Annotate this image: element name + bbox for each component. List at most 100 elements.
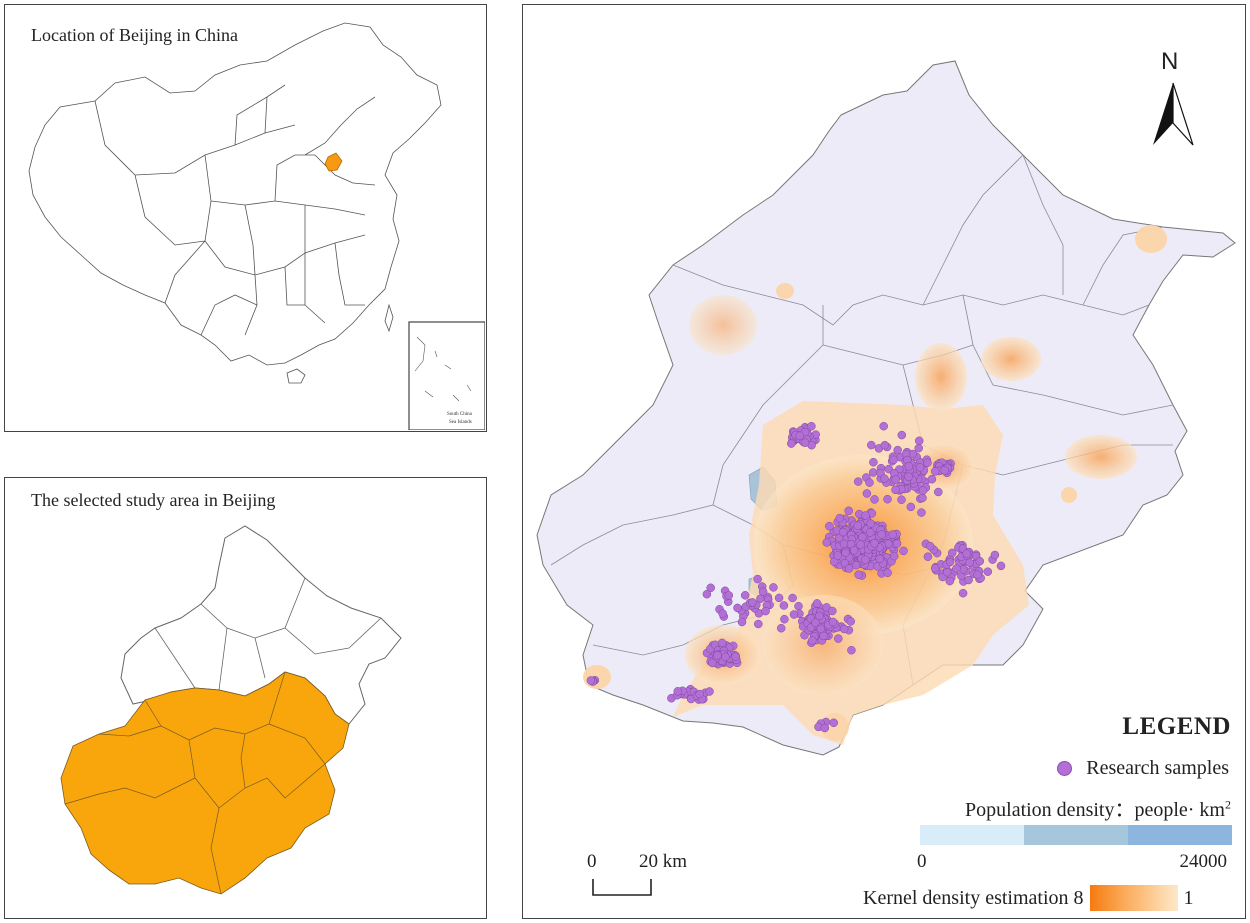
research-sample-point (822, 538, 832, 547)
research-sample-point (800, 438, 810, 447)
research-sample-point (740, 591, 750, 600)
china-panel-title: Location of Beijing in China (31, 25, 238, 45)
scale-zero-label: 0 (587, 851, 597, 872)
population-color-ramp (920, 825, 1232, 845)
kde-small-4 (1061, 487, 1077, 503)
research-sample-point (695, 689, 704, 699)
hainan-island (286, 368, 306, 384)
kde-low-label: 1 (1183, 886, 1194, 909)
research-sample-point (904, 462, 914, 471)
research-sample-point (816, 624, 826, 634)
research-sample-point (705, 687, 714, 696)
china-outline (28, 22, 442, 366)
research-sample-point (853, 521, 863, 531)
research-sample-point (930, 467, 940, 476)
research-sample-point (844, 506, 853, 516)
research-sample-point (853, 477, 863, 486)
research-sample-point (748, 598, 757, 607)
research-sample-point (906, 502, 916, 512)
research-sample-point (865, 528, 875, 537)
kde-far-east (1135, 225, 1167, 253)
scale-distance-label: 20 km (639, 851, 688, 872)
research-sample-point (753, 574, 762, 584)
research-sample-point (838, 527, 848, 537)
research-sample-point (973, 570, 982, 579)
research-sample-point (794, 601, 803, 611)
research-sample-point (807, 421, 816, 431)
research-sample-point (828, 606, 837, 616)
kde-east (1065, 435, 1137, 479)
research-sample-point (889, 455, 898, 465)
research-sample-point (865, 478, 874, 487)
research-sample-point (858, 532, 867, 542)
research-sample-point (862, 489, 872, 498)
research-sample-point (923, 552, 933, 561)
kde-label: Kernel density estimation (863, 886, 1069, 909)
north-arrow-icon (1153, 82, 1194, 146)
research-sample-point (841, 548, 850, 557)
research-sample-point (811, 618, 820, 627)
study-area-panel: The selected study area in Beijing (4, 477, 487, 919)
research-sample-point (945, 576, 955, 586)
research-sample-point (888, 530, 897, 539)
province-lines (94, 84, 376, 336)
research-sample-point (883, 494, 892, 504)
research-sample-point (708, 658, 717, 668)
legend-samples-item: Research samples (1057, 757, 1229, 780)
research-sample-point (812, 599, 822, 608)
north-label: N (1161, 48, 1179, 75)
inset-islands (414, 336, 472, 402)
south-china-sea-inset (408, 321, 485, 430)
research-sample-point (925, 541, 935, 551)
density-map-panel: N 0 20 km LEGEND Research samples Popula… (522, 4, 1246, 919)
research-sample-point (889, 551, 899, 561)
pop-ramp-step (920, 825, 1024, 845)
legend-samples-label: Research samples (1086, 757, 1229, 779)
study-area-map (60, 525, 402, 895)
research-sample-point (915, 463, 925, 472)
kde-color-ramp (1089, 885, 1178, 911)
legend-kde-item: Kernel density estimation 8 1 (863, 885, 1194, 911)
research-sample-point (952, 564, 961, 573)
research-sample-point (875, 554, 885, 564)
research-sample-point (787, 439, 796, 448)
inset-label-2: Sea Islands (449, 420, 472, 425)
research-sample-point (983, 567, 993, 576)
population-min-label: 0 (917, 851, 927, 872)
selected-study-area (60, 671, 350, 895)
legend-population-label: Population density：people· km2 (965, 797, 1231, 821)
research-sample-point (721, 652, 730, 662)
research-sample-point (934, 487, 943, 497)
research-sample-point (706, 583, 715, 593)
scale-bar (592, 879, 652, 896)
research-sample-point (825, 521, 834, 531)
research-sample-point (861, 511, 870, 520)
research-sample-point (820, 723, 830, 733)
study-district-borders (64, 671, 326, 895)
china-map: South China Sea Islands (28, 22, 485, 430)
research-sample-point (891, 485, 900, 495)
research-sample-point (927, 474, 937, 484)
research-sample-point (718, 609, 727, 618)
research-sample-point (947, 548, 957, 558)
research-sample-point (673, 687, 683, 696)
research-sample-point (962, 549, 971, 558)
research-sample-point (828, 617, 838, 627)
research-sample-point (833, 551, 843, 560)
kde-north-1 (915, 343, 967, 411)
kde-surface (583, 225, 1167, 745)
research-sample-point (758, 587, 768, 596)
research-sample-point (847, 645, 856, 655)
research-sample-point (779, 601, 789, 610)
research-sample-point (880, 474, 889, 483)
research-sample-point (918, 493, 927, 503)
research-sample-point (880, 440, 890, 450)
kde-small-1 (776, 283, 794, 299)
research-sample-point (846, 617, 855, 626)
research-sample-point (851, 560, 861, 570)
research-sample-point (918, 486, 928, 495)
research-sample-point (717, 638, 727, 648)
beijing-density-map (536, 60, 1236, 896)
research-sample-point (996, 561, 1006, 571)
research-sample-point (856, 540, 865, 549)
